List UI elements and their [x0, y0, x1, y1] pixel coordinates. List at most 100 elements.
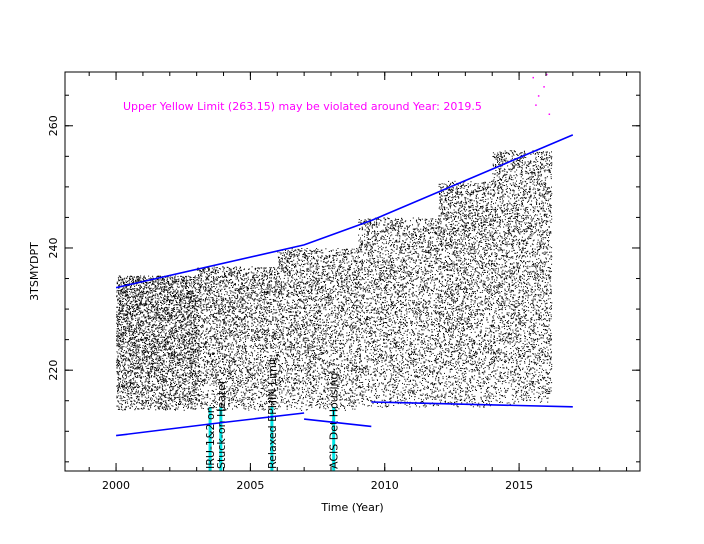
data-point-c0: [120, 277, 122, 279]
data-point-c0: [158, 380, 160, 381]
data-point-c0: [132, 311, 134, 312]
data-point-c0: [150, 356, 152, 358]
data-point-c0: [132, 331, 134, 333]
data-point-c0: [159, 275, 161, 277]
data-point-c0: [168, 396, 170, 398]
data-point-c0: [121, 335, 123, 337]
data-point-c0: [135, 345, 137, 347]
data-point-c0: [183, 317, 185, 319]
data-point-c0: [168, 378, 170, 380]
data-point-c1: [263, 325, 265, 327]
data-point-c0: [137, 312, 139, 313]
data-point-c0: [167, 309, 169, 311]
data-point-c0: [149, 285, 150, 287]
data-point-c0: [178, 326, 180, 328]
data-point-c0: [138, 333, 140, 335]
data-point-c0: [180, 294, 182, 296]
data-point-c0: [132, 357, 134, 359]
data-point-c0: [138, 398, 140, 400]
data-point-c0: [150, 404, 152, 406]
data-point-c0: [170, 381, 172, 383]
data-point-c0: [181, 332, 183, 334]
data-point-c1: [243, 275, 245, 277]
data-point-c0: [171, 343, 173, 345]
data-point-c1: [261, 337, 263, 338]
data-point-c0: [187, 358, 189, 359]
data-point-c0: [142, 321, 144, 323]
data-point-c0: [133, 309, 135, 311]
data-point-c0: [193, 295, 195, 297]
data-point-c0: [135, 304, 137, 306]
data-point-c0: [183, 378, 185, 380]
data-point-c0: [138, 294, 140, 296]
data-point-c0: [166, 341, 168, 342]
data-point-c1: [250, 339, 252, 341]
data-point-c0: [185, 394, 187, 396]
data-point-c1: [248, 369, 250, 371]
data-point-c0: [130, 379, 132, 380]
data-point-c0: [135, 343, 137, 345]
data-point-c0: [182, 361, 184, 363]
data-point-c0: [138, 349, 139, 351]
data-point-c0: [193, 363, 195, 365]
data-point-c0: [151, 316, 153, 318]
data-point-c0: [177, 364, 179, 366]
data-point-c0: [150, 344, 152, 346]
data-point-c1: [206, 329, 208, 331]
data-point-c0: [177, 343, 179, 345]
data-point-c1: [261, 295, 263, 297]
data-point-c1: [198, 349, 200, 351]
data-point-c0: [163, 379, 165, 381]
data-point-c1: [271, 273, 272, 275]
data-point-c0: [136, 290, 138, 292]
data-point-c0: [187, 332, 189, 334]
data-point-c0: [156, 378, 158, 380]
data-point-c1: [211, 314, 213, 316]
data-point-c0: [184, 286, 186, 288]
data-point-c0: [131, 314, 133, 316]
data-point-c0: [190, 360, 192, 362]
data-point-c0: [195, 318, 197, 320]
data-point-c0: [143, 315, 145, 317]
data-point-c0: [189, 279, 191, 281]
data-point-c1: [197, 300, 199, 302]
data-point-c0: [182, 276, 184, 278]
data-point-c0: [180, 281, 182, 283]
data-point-c0: [165, 354, 167, 356]
data-point-c0: [127, 364, 129, 366]
data-point-c0: [126, 401, 128, 403]
data-point-c0: [159, 359, 161, 361]
data-point-c0: [162, 393, 164, 395]
data-point-c0: [165, 372, 167, 374]
data-point-c0: [140, 347, 141, 348]
data-point-c1: [256, 286, 258, 288]
data-point-c0: [184, 356, 186, 358]
data-point-c1: [223, 305, 225, 307]
data-point-c0: [190, 400, 192, 402]
data-point-c1: [225, 393, 227, 395]
data-point-c0: [172, 351, 173, 353]
data-point-c0: [132, 355, 134, 357]
data-point-c0: [143, 314, 145, 316]
data-point-c0: [161, 387, 163, 389]
data-point-c0: [118, 313, 120, 315]
data-point-c0: [149, 341, 151, 343]
data-point-c0: [174, 326, 176, 328]
data-point-c1: [206, 296, 207, 298]
data-point-c0: [162, 291, 164, 293]
data-point-c1: [245, 273, 247, 275]
data-point-c0: [138, 359, 140, 361]
data-point-c0: [119, 363, 121, 365]
data-point-c0: [130, 338, 132, 340]
data-point-c0: [129, 325, 131, 327]
data-point-c0: [133, 339, 135, 340]
data-point-c0: [124, 387, 126, 389]
data-point-c0: [187, 406, 189, 408]
data-point-c0: [143, 376, 145, 378]
data-point-c0: [178, 387, 180, 389]
data-point-c0: [175, 364, 177, 366]
data-point-c0: [141, 352, 143, 354]
data-point-c0: [196, 301, 198, 302]
data-point-c0: [126, 323, 128, 325]
data-point-c0: [133, 278, 134, 280]
